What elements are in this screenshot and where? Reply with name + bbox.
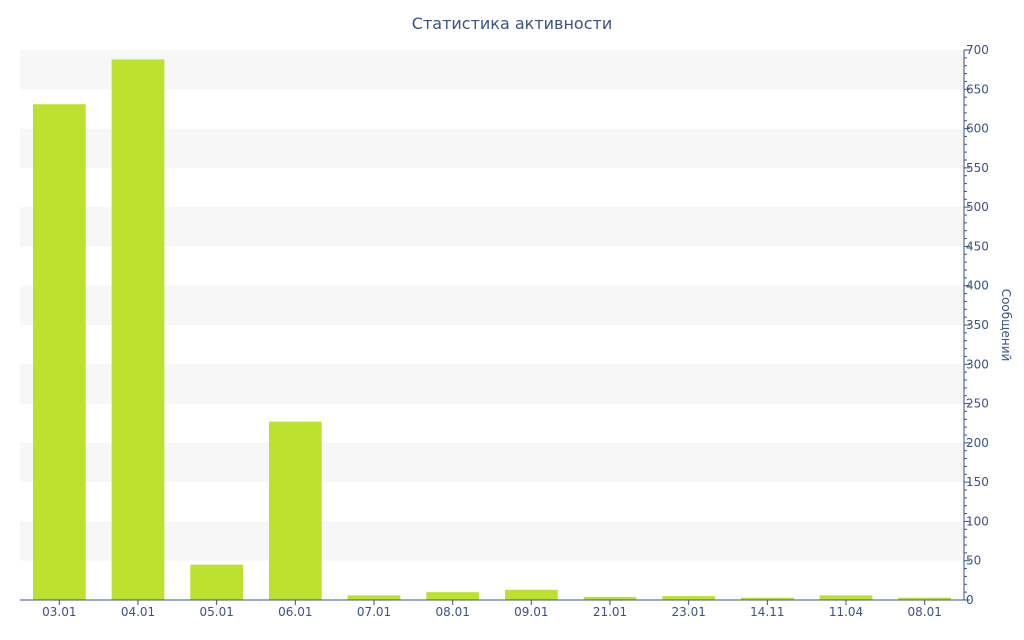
chart-title: Статистика активности bbox=[411, 14, 613, 33]
y-axis-title: Сообщений bbox=[999, 289, 1013, 362]
bar[interactable] bbox=[504, 589, 558, 600]
y-tick-label: 700 bbox=[966, 43, 989, 57]
x-tick-label: 05.01 bbox=[199, 605, 233, 619]
y-tick-label: 300 bbox=[966, 357, 989, 371]
x-tick-label: 03.01 bbox=[42, 605, 76, 619]
bar[interactable] bbox=[32, 104, 86, 600]
bar[interactable] bbox=[426, 592, 480, 600]
grid-band bbox=[20, 521, 964, 561]
x-tick-label: 06.01 bbox=[278, 605, 312, 619]
x-tick-label: 07.01 bbox=[357, 605, 391, 619]
y-tick-label: 100 bbox=[966, 514, 989, 528]
x-tick-label: 23.01 bbox=[671, 605, 705, 619]
grid-band bbox=[20, 285, 964, 325]
x-tick-label: 11.04 bbox=[829, 605, 863, 619]
grid-bands bbox=[20, 50, 964, 561]
bar[interactable] bbox=[740, 597, 794, 600]
bar[interactable] bbox=[583, 596, 637, 600]
x-tick-label: 09.01 bbox=[514, 605, 548, 619]
y-tick-label: 600 bbox=[966, 122, 989, 136]
x-tick-label: 08.01 bbox=[907, 605, 941, 619]
bar[interactable] bbox=[190, 564, 244, 600]
grid-band bbox=[20, 128, 964, 168]
x-tick-label: 08.01 bbox=[435, 605, 469, 619]
y-tick-label: 400 bbox=[966, 279, 989, 293]
bar[interactable] bbox=[268, 421, 322, 600]
grid-band bbox=[20, 207, 964, 247]
y-axis: 0 50 100 150 200 250 300 350 400 450 500 550 600 650 7… bbox=[963, 43, 989, 607]
bar[interactable] bbox=[111, 59, 165, 600]
x-tick-label: 21.01 bbox=[593, 605, 627, 619]
grid-band bbox=[20, 50, 964, 90]
x-axis: 03.01 04.01 05.01 06.01 07.01 08.01 09.01 21.01… bbox=[20, 599, 965, 619]
y-tick-label: 0 bbox=[966, 593, 974, 607]
y-tick-label: 550 bbox=[966, 161, 989, 175]
y-tick-label: 200 bbox=[966, 436, 989, 450]
bar[interactable] bbox=[898, 597, 952, 600]
y-tick-label: 50 bbox=[966, 554, 981, 568]
y-tick-label: 500 bbox=[966, 200, 989, 214]
y-tick-label: 450 bbox=[966, 239, 989, 253]
grid-band bbox=[20, 442, 964, 483]
x-tick-label: 04.01 bbox=[121, 605, 155, 619]
bar[interactable] bbox=[819, 595, 873, 600]
bars-group bbox=[32, 59, 952, 600]
y-tick-label: 350 bbox=[966, 318, 989, 332]
y-tick-label: 250 bbox=[966, 397, 989, 411]
x-tick-label: 14.11 bbox=[750, 605, 784, 619]
y-tick-label: 650 bbox=[966, 82, 989, 96]
grid-band bbox=[20, 364, 964, 404]
bar[interactable] bbox=[662, 596, 716, 600]
y-tick-label: 150 bbox=[966, 475, 989, 489]
bar[interactable] bbox=[347, 595, 401, 600]
